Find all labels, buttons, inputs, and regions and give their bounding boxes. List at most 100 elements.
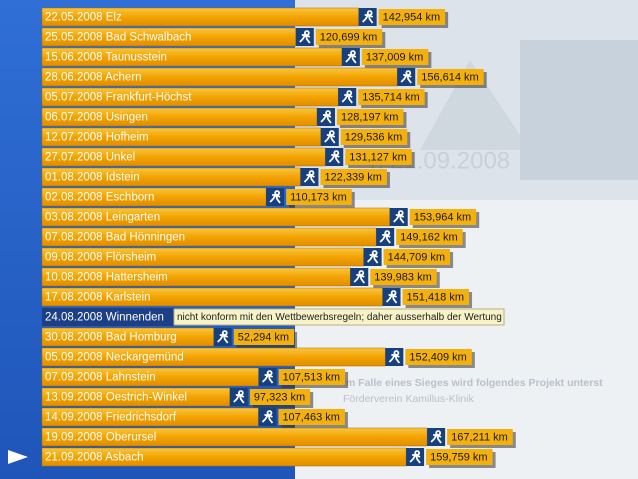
value-label: 167,211 km: [451, 431, 508, 443]
value-box: [358, 89, 425, 105]
runner-figure: [409, 450, 421, 464]
runner-figure: [233, 390, 245, 404]
category-label: 12.07.2008 Hofheim: [45, 132, 149, 144]
value-box: [286, 189, 352, 205]
value-label: 97,323 km: [254, 391, 305, 403]
category-label: 05.07.2008 Frankfurt-Höchst: [45, 92, 192, 104]
row: 03.08.2008 Leingarten 153,964 km: [41, 207, 480, 228]
category-label: 27.07.2008 Unkel: [45, 152, 135, 164]
value-box: [402, 289, 470, 305]
house: [420, 60, 530, 150]
category-label: 05.09.2008 Neckargemünd: [45, 352, 184, 364]
category-label: 07.08.2008 Bad Hönningen: [45, 232, 185, 244]
value-label: 149,162 km: [400, 231, 457, 243]
category-label: 15.06.2008 Taunusstein: [45, 52, 167, 64]
row: 06.07.2008 Usingen 128,197 km: [41, 107, 407, 128]
value-box: [370, 269, 437, 285]
runner-figure: [217, 330, 229, 344]
current-marker: [8, 450, 28, 464]
value-box: [361, 49, 429, 65]
runner-figure: [324, 130, 336, 144]
row: 13.09.2008 Oestrich-Winkel 97,323 km: [41, 387, 314, 408]
row: 14.09.2008 Friedrichsdorf 107,463 km: [41, 407, 348, 428]
runner-figure: [362, 10, 374, 24]
runner-figure: [388, 350, 401, 364]
value-label: 144,709 km: [388, 251, 445, 263]
row: 17.08.2008 Karlstein 151,418 km: [41, 287, 473, 308]
background-text: Förderverein Kamillus-Klinik: [343, 393, 474, 405]
category-label: 10.08.2008 Hattersheim: [45, 272, 168, 284]
note: nicht konform mit den Wettbewerbsregeln;…: [177, 312, 502, 323]
value-label: 153,964 km: [414, 211, 471, 223]
row: 10.08.2008 Hattersheim 139,983 km: [41, 267, 440, 288]
value-label: 52,294 km: [238, 331, 289, 343]
value-box: [249, 389, 311, 405]
row: 07.08.2008 Bad Hönningen 149,162 km: [41, 227, 466, 248]
value-box: [345, 149, 412, 165]
runner-figure: [261, 370, 274, 384]
runner-figure: [430, 430, 442, 444]
value-box: [233, 329, 295, 345]
value-label: 107,463 km: [282, 411, 339, 423]
value-label: 107,513 km: [283, 371, 340, 383]
row: 28.06.2008 Achern 156,614 km: [41, 67, 487, 88]
runner-figure: [353, 270, 365, 284]
row: 27.07.2008 Unkel 131,127 km: [41, 147, 415, 168]
value-label: 142,954 km: [383, 11, 440, 23]
value-label: 137,009 km: [366, 51, 423, 63]
category-label: 28.06.2008 Achern: [45, 72, 142, 84]
value-label: 135,714 km: [362, 91, 419, 103]
runner-figure: [299, 30, 311, 44]
runner-figure: [385, 290, 398, 304]
value-box: [417, 69, 484, 85]
category-label: 30.08.2008 Bad Homburg: [45, 332, 177, 344]
row: 07.09.2008 Lahnstein 107,513 km: [41, 367, 349, 388]
row: 22.05.2008 Elz 142,954 km: [41, 7, 449, 28]
row: 01.08.2008 Idstein 122,339 km: [41, 167, 390, 188]
category-label: 21.09.2008 Asbach: [45, 452, 143, 464]
value-label: 152,409 km: [409, 351, 466, 363]
runner-figure: [366, 250, 379, 264]
value-box: [278, 369, 346, 385]
category-label: 06.07.2008 Usingen: [45, 112, 148, 124]
row: 15.06.2008 Taunusstein 137,009 km: [41, 47, 432, 68]
row: 25.05.2008 Bad Schwalbach 120,699 km: [41, 27, 386, 48]
category-label: 24.08.2008 Winnenden: [45, 312, 164, 324]
value-label: 156,614 km: [421, 71, 478, 83]
runner-figure: [320, 110, 332, 124]
runner-figure: [269, 190, 281, 204]
value-box: [447, 429, 513, 445]
excluded-row: [42, 308, 174, 326]
value-box: [426, 449, 493, 465]
value-label: 131,127 km: [349, 151, 406, 163]
row: 21.09.2008 Asbach 159,759 km: [41, 447, 496, 468]
runner-figure: [303, 170, 316, 184]
runner-figure: [379, 230, 391, 244]
category-label: 17.08.2008 Karlstein: [45, 292, 151, 304]
runner-figure: [328, 150, 340, 164]
value-label: 122,339 km: [324, 171, 381, 183]
value-box: [315, 29, 383, 45]
bar: [41, 367, 259, 387]
value-box: [278, 409, 345, 425]
row: 19.09.2008 Oberursel 167,211 km: [41, 427, 516, 448]
value-label: 128,197 km: [341, 111, 398, 123]
value-box: [336, 109, 404, 125]
row: 30.08.2008 Bad Homburg 52,294 km: [41, 327, 298, 348]
row: 09.08.2008 Flörsheim 144,709 km: [41, 247, 454, 268]
value-label: 129,536 km: [345, 131, 402, 143]
runner-figure: [345, 50, 357, 64]
value-label: 159,759 km: [430, 451, 487, 463]
runner-figure: [341, 90, 353, 104]
row: 05.07.2008 Frankfurt-Höchst 135,714 km: [41, 87, 428, 108]
note-box: [173, 308, 505, 326]
runner-figure: [261, 410, 274, 424]
value-box: [378, 9, 446, 25]
category-label: 19.09.2008 Oberursel: [45, 432, 156, 444]
runner-figure: [393, 210, 405, 224]
value-box: [320, 169, 387, 185]
category-label: 03.08.2008 Leingarten: [45, 212, 160, 224]
row: 02.08.2008 Eschborn 110,173 km: [41, 187, 355, 208]
value-label: 120,699 km: [320, 31, 377, 43]
value-box: [405, 349, 472, 365]
